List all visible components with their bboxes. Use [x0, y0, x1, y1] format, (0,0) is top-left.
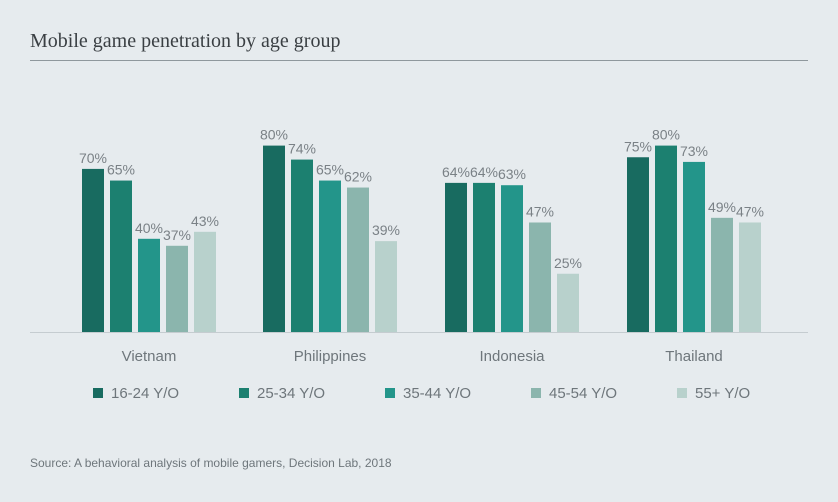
legend-label: 16-24 Y/O [111, 385, 179, 402]
data-label: 70% [79, 150, 107, 166]
legend-swatch [93, 388, 103, 398]
data-label: 49% [708, 199, 736, 215]
legend-swatch [531, 388, 541, 398]
data-label: 73% [680, 143, 708, 159]
bar-thailand-2 [655, 145, 677, 332]
data-label: 63% [498, 166, 526, 182]
data-label: 43% [191, 213, 219, 229]
data-label: 39% [372, 222, 400, 238]
bar-thailand-1 [627, 157, 649, 332]
legend-swatch [385, 388, 395, 398]
source-note: Source: A behavioral analysis of mobile … [30, 456, 392, 470]
data-label: 47% [526, 203, 554, 219]
category-label: Thailand [665, 348, 723, 365]
bar-indonesia-4 [529, 222, 551, 332]
data-label: 25% [554, 255, 582, 271]
data-label: 80% [260, 127, 288, 143]
data-label: 74% [288, 141, 316, 157]
bar-vietnam-3 [138, 238, 160, 332]
bar-thailand-3 [683, 161, 705, 332]
legend-label: 25-34 Y/O [257, 385, 325, 402]
data-label: 37% [163, 227, 191, 243]
data-label: 64% [442, 164, 470, 180]
bar-philippines-4 [347, 187, 369, 332]
bar-vietnam-2 [110, 180, 132, 332]
legend-label: 55+ Y/O [695, 385, 750, 402]
data-label: 47% [736, 203, 764, 219]
data-label: 64% [470, 164, 498, 180]
legend-swatch [677, 388, 687, 398]
bar-indonesia-2 [473, 182, 495, 332]
legend-label: 35-44 Y/O [403, 385, 471, 402]
category-label: Philippines [294, 348, 367, 365]
data-label: 62% [344, 169, 372, 185]
bar-philippines-3 [319, 180, 341, 332]
legend-label: 45-54 Y/O [549, 385, 617, 402]
bar-indonesia-5 [557, 273, 579, 332]
bar-philippines-1 [263, 145, 285, 332]
bar-vietnam-5 [194, 231, 216, 332]
category-label: Indonesia [479, 348, 545, 365]
data-label: 65% [316, 162, 344, 178]
bar-philippines-5 [375, 241, 397, 332]
bar-thailand-5 [739, 222, 761, 332]
data-label: 80% [652, 127, 680, 143]
data-label: 40% [135, 220, 163, 236]
bar-indonesia-1 [445, 182, 467, 332]
data-label: 75% [624, 138, 652, 154]
legend-swatch [239, 388, 249, 398]
chart-title: Mobile game penetration by age group [30, 30, 341, 52]
bar-vietnam-1 [82, 168, 104, 332]
data-label: 65% [107, 162, 135, 178]
bar-vietnam-4 [166, 245, 188, 332]
bar-indonesia-3 [501, 185, 523, 332]
bar-philippines-2 [291, 159, 313, 332]
bar-thailand-4 [711, 217, 733, 332]
category-label: Vietnam [122, 348, 177, 365]
title-divider [30, 60, 808, 61]
